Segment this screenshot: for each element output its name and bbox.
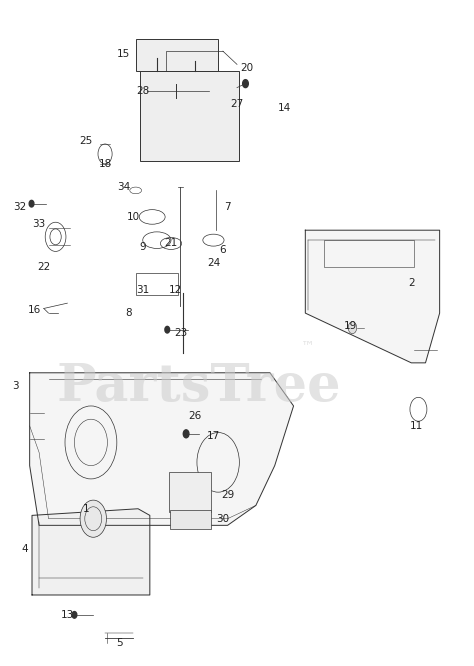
Text: ™: ™	[301, 339, 315, 353]
Text: 31: 31	[136, 285, 149, 295]
Circle shape	[348, 322, 357, 334]
Text: 11: 11	[410, 421, 423, 431]
Text: 7: 7	[224, 202, 231, 212]
Text: 6: 6	[219, 245, 226, 255]
Text: 28: 28	[136, 86, 149, 96]
Bar	[324, 240, 414, 266]
Text: 15: 15	[117, 49, 130, 59]
Text: 23: 23	[174, 328, 187, 338]
Text: 3: 3	[12, 381, 19, 391]
Text: 26: 26	[188, 411, 201, 421]
Text: 8: 8	[125, 308, 132, 318]
Circle shape	[80, 500, 107, 537]
Text: 22: 22	[37, 262, 50, 272]
Text: 27: 27	[230, 99, 244, 109]
Text: 18: 18	[99, 159, 112, 169]
Text: 21: 21	[164, 238, 178, 248]
Text: 24: 24	[207, 258, 220, 268]
Bar	[170, 510, 210, 529]
Text: 29: 29	[221, 490, 234, 500]
Text: 13: 13	[61, 610, 74, 620]
Text: 4: 4	[22, 543, 28, 553]
Circle shape	[165, 326, 170, 333]
Text: 5: 5	[116, 639, 122, 649]
Circle shape	[72, 611, 77, 618]
Text: 16: 16	[28, 305, 41, 315]
Text: 30: 30	[216, 513, 229, 523]
Text: 34: 34	[117, 182, 130, 192]
Bar	[140, 71, 239, 161]
Text: 32: 32	[14, 202, 27, 212]
Text: 25: 25	[80, 136, 93, 146]
Bar	[136, 273, 178, 294]
Circle shape	[183, 430, 189, 438]
Polygon shape	[32, 509, 150, 595]
Text: 14: 14	[277, 103, 291, 113]
Circle shape	[243, 80, 248, 88]
Text: 1: 1	[83, 503, 90, 513]
Text: 20: 20	[240, 63, 253, 73]
Bar	[169, 472, 211, 512]
Text: 19: 19	[344, 322, 357, 332]
Polygon shape	[30, 373, 293, 525]
Text: 17: 17	[207, 431, 220, 441]
Text: 33: 33	[32, 218, 46, 228]
Text: 9: 9	[139, 242, 146, 252]
Bar	[136, 39, 218, 71]
Text: PartsTree: PartsTree	[57, 360, 342, 412]
Text: 2: 2	[408, 278, 415, 288]
Circle shape	[29, 200, 34, 207]
Text: 10: 10	[127, 212, 140, 222]
Polygon shape	[305, 230, 439, 363]
Text: 12: 12	[169, 285, 182, 295]
